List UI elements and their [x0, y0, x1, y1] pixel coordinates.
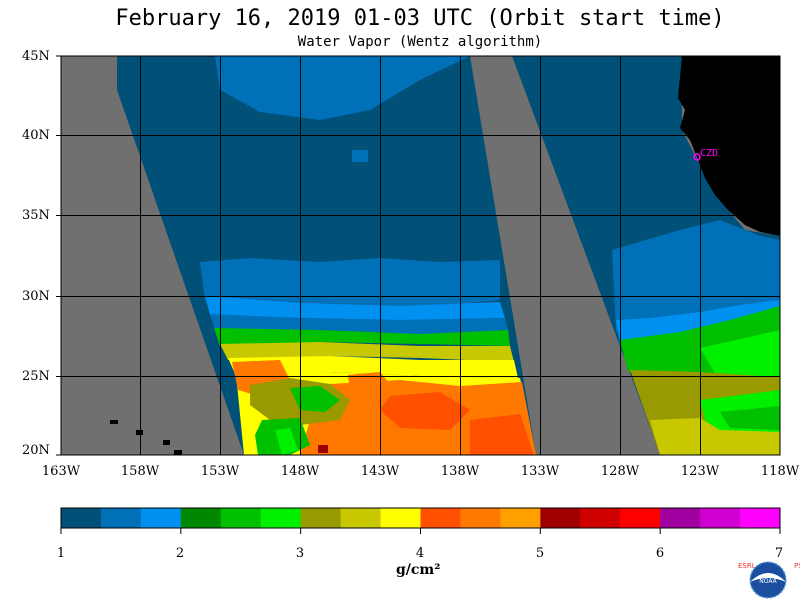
colorbar-swatch — [260, 508, 302, 528]
colorbar-swatch — [420, 508, 461, 528]
colorbar — [60, 507, 781, 534]
colorbar-swatch — [500, 508, 541, 528]
station-marker-icon — [693, 153, 701, 161]
lon-label-128w: 128W — [600, 464, 640, 479]
lon-label-143w: 143W — [360, 464, 400, 479]
lon-label-153w: 153W — [200, 464, 240, 479]
logo-psd-text: PSD — [794, 562, 800, 570]
colorbar-swatch — [220, 508, 262, 528]
lon-label-133w: 133W — [520, 464, 560, 479]
lon-label-123w: 123W — [680, 464, 720, 479]
colorbar-tick-1: 1 — [56, 546, 66, 561]
colorbar-tick-3: 3 — [295, 546, 305, 561]
colorbar-swatch — [620, 508, 661, 528]
lat-label-25n: 25N — [22, 369, 50, 384]
colorbar-swatch — [460, 508, 501, 528]
colorbar-swatch — [300, 508, 342, 528]
colorbar-swatch — [660, 508, 701, 528]
colorbar-swatch — [340, 508, 382, 528]
hawaiian-islands — [110, 420, 182, 455]
colorbar-swatch — [700, 508, 741, 528]
colorbar-tick-5: 5 — [535, 546, 545, 561]
lat-label-40n: 40N — [22, 128, 50, 143]
colorbar-swatch — [180, 508, 222, 528]
map-grid — [61, 56, 780, 455]
chart-subtitle: Water Vapor (Wentz algorithm) — [297, 34, 543, 50]
colorbar-swatch — [740, 508, 781, 528]
axis-ticks — [56, 55, 61, 456]
lon-label-148w: 148W — [280, 464, 320, 479]
colorbar-swatch — [380, 508, 421, 528]
lat-label-45n: 45N — [22, 49, 50, 64]
colorbar-tick-4: 4 — [415, 546, 425, 561]
colorbar-swatch — [580, 508, 621, 528]
noaa-logo-icon: NOAA — [749, 561, 787, 599]
colorbar-swatch — [100, 508, 142, 528]
land-california — [678, 56, 780, 236]
colorbar-tick-6: 6 — [655, 546, 665, 561]
colorbar-swatch — [61, 508, 102, 528]
lat-label-20n: 20N — [22, 443, 50, 458]
lat-label-35n: 35N — [22, 208, 50, 223]
lon-label-158w: 158W — [120, 464, 160, 479]
colorbar-tick-2: 2 — [175, 546, 185, 561]
logo-noaa-text: NOAA — [759, 578, 777, 585]
chart-title: February 16, 2019 01-03 UTC (Orbit start… — [115, 6, 725, 31]
satellite-swath-left — [117, 56, 536, 455]
colorbar-tick-7: 7 — [774, 546, 784, 561]
lon-label-138w: 138W — [440, 464, 480, 479]
colorbar-swatch — [140, 508, 182, 528]
colorbar-swatch — [540, 508, 581, 528]
lat-label-30n: 30N — [22, 289, 50, 304]
swath-left-light-band — [215, 56, 470, 120]
station-label: CZD — [700, 148, 718, 159]
satellite-swath-right — [512, 56, 780, 455]
colorbar-unit: g/cm² — [396, 562, 441, 578]
lon-label-163w: 163W — [41, 464, 81, 479]
lon-label-118w: 118W — [760, 464, 800, 479]
map-frame — [60, 55, 781, 456]
